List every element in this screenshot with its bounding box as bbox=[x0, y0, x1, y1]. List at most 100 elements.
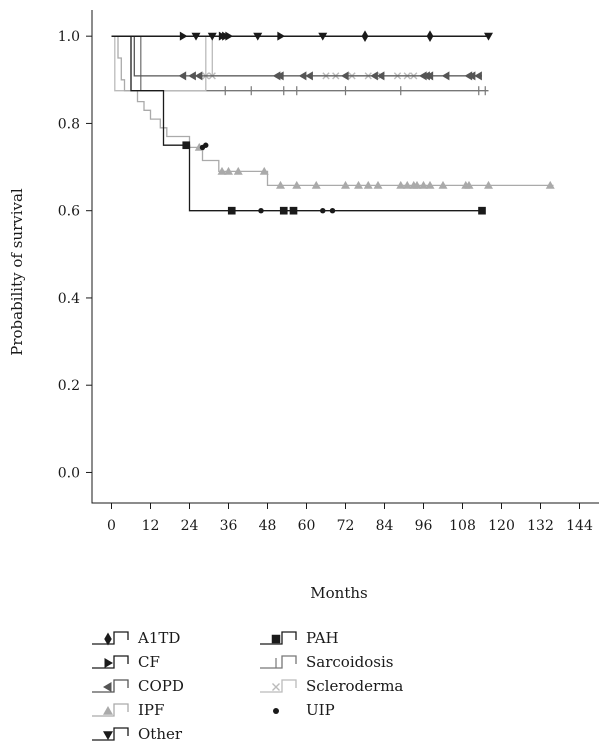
x-tick-label: 24 bbox=[181, 518, 199, 534]
censor-mark bbox=[354, 180, 363, 189]
y-axis-title: Probability of survival bbox=[8, 188, 26, 356]
axes: 0 12 24 36 48 60 72 84 96 108 120 132 144 0.0 0.2 0.4 0.… bbox=[58, 10, 599, 534]
series-other bbox=[111, 32, 493, 41]
censor-mark bbox=[464, 180, 474, 189]
legend-swatch-line bbox=[92, 631, 129, 645]
censor-mark bbox=[370, 71, 378, 81]
legend-swatch-line bbox=[92, 655, 129, 669]
censor-mark bbox=[191, 32, 201, 41]
censor-mark bbox=[227, 206, 236, 215]
legend-label: PAH bbox=[306, 629, 339, 647]
censor-mark bbox=[292, 180, 302, 189]
censor-mark bbox=[373, 180, 383, 189]
censor-mark bbox=[419, 180, 428, 189]
legend-item-pah: PAH bbox=[260, 629, 339, 647]
censor-mark bbox=[545, 180, 555, 189]
censor-mark bbox=[203, 142, 209, 148]
censor-mark bbox=[104, 658, 113, 668]
legend-swatch-line bbox=[260, 631, 297, 645]
y-tick-label: 1.0 bbox=[58, 29, 80, 45]
legend-swatch-line bbox=[92, 727, 129, 741]
series-ipf bbox=[111, 35, 555, 189]
censor-mark bbox=[341, 180, 350, 189]
censor-mark bbox=[273, 708, 279, 714]
censor-mark bbox=[441, 71, 450, 81]
series-sarcoidosis bbox=[111, 35, 489, 96]
legend-label: UIP bbox=[306, 701, 335, 719]
censor-mark bbox=[103, 706, 113, 715]
legend-swatch-line bbox=[260, 679, 297, 693]
x-tick-label: 120 bbox=[488, 518, 515, 534]
axis-frame bbox=[91, 10, 599, 504]
censor-mark bbox=[188, 71, 196, 81]
x-axis-title: Months bbox=[310, 584, 367, 602]
legend-label: Scleroderma bbox=[306, 677, 403, 695]
series-pah bbox=[111, 35, 486, 215]
censor-mark bbox=[438, 180, 448, 189]
censor-mark bbox=[178, 71, 187, 81]
legend-item-a1td: A1TD bbox=[92, 629, 180, 647]
censor-mark bbox=[318, 32, 328, 41]
censor-mark bbox=[478, 206, 486, 215]
survival-curve bbox=[111, 35, 489, 92]
legend-item-uip: UIP bbox=[273, 701, 335, 719]
plot-series bbox=[111, 30, 555, 215]
censor-mark bbox=[271, 634, 281, 644]
censor-mark bbox=[217, 166, 227, 175]
censor-mark bbox=[425, 71, 434, 81]
censor-mark bbox=[363, 180, 373, 189]
censor-mark bbox=[484, 180, 493, 189]
legend-label: IPF bbox=[138, 701, 164, 719]
legend-swatch-line bbox=[92, 703, 129, 717]
x-tick-label: 48 bbox=[259, 518, 277, 534]
x-tick-label: 132 bbox=[527, 518, 554, 534]
x-tick-label: 12 bbox=[142, 518, 160, 534]
censor-mark bbox=[298, 71, 307, 81]
legend-label: Other bbox=[138, 725, 183, 743]
censor-mark bbox=[311, 180, 321, 189]
censor-mark bbox=[258, 207, 264, 214]
legend-label: Sarcoidosis bbox=[306, 653, 393, 671]
censor-mark bbox=[233, 166, 243, 175]
censor-mark bbox=[272, 683, 280, 691]
series-uip bbox=[199, 142, 336, 214]
censor-mark bbox=[259, 166, 269, 175]
legend-item-copd: COPD bbox=[92, 677, 184, 695]
survival-curve bbox=[111, 35, 486, 212]
censor-mark bbox=[396, 180, 406, 189]
censor-mark bbox=[279, 206, 288, 215]
censor-mark bbox=[329, 207, 336, 214]
legend-label: CF bbox=[138, 653, 160, 671]
x-tick-label: 96 bbox=[415, 518, 433, 534]
legend-swatch-line bbox=[260, 655, 297, 669]
x-tick-label: 36 bbox=[220, 518, 238, 534]
censor-mark bbox=[207, 32, 217, 41]
survival-curve bbox=[111, 35, 554, 187]
y-tick-label: 0.6 bbox=[58, 204, 80, 220]
censor-mark bbox=[412, 180, 422, 189]
censor-mark bbox=[402, 180, 412, 189]
legend-item-cf: CF bbox=[92, 653, 160, 671]
y-tick-label: 0.2 bbox=[58, 378, 80, 394]
censor-mark bbox=[474, 71, 482, 81]
legend-swatch-line bbox=[92, 679, 129, 693]
y-tick-label: 0.4 bbox=[58, 291, 80, 307]
censor-mark bbox=[305, 71, 313, 81]
legend: A1TD CF COPD IPF Other PAH Sarcoidosis Sclerode… bbox=[92, 629, 403, 743]
censor-mark bbox=[467, 71, 476, 81]
x-tick-label: 144 bbox=[566, 518, 593, 534]
censor-mark bbox=[224, 166, 233, 175]
censor-mark bbox=[289, 206, 298, 215]
legend-label: COPD bbox=[138, 677, 184, 695]
x-tick-label: 60 bbox=[298, 518, 316, 534]
x-tick-label: 108 bbox=[449, 518, 476, 534]
censor-mark bbox=[104, 632, 112, 646]
censor-mark bbox=[376, 71, 385, 81]
censor-mark bbox=[484, 32, 493, 41]
x-tick-label: 0 bbox=[107, 518, 116, 534]
x-tick-label: 84 bbox=[376, 518, 394, 534]
series-copd bbox=[111, 35, 482, 81]
censor-mark bbox=[182, 141, 191, 150]
survival-curve bbox=[111, 35, 482, 92]
